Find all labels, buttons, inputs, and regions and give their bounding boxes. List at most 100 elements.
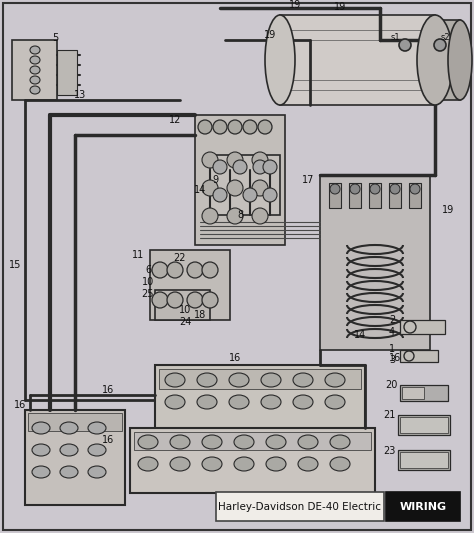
Bar (369, 183, 381, 208)
Ellipse shape (197, 395, 217, 409)
Ellipse shape (253, 160, 267, 174)
Ellipse shape (165, 373, 185, 387)
Ellipse shape (263, 188, 277, 202)
Ellipse shape (298, 457, 318, 471)
Text: 1: 1 (389, 344, 395, 354)
Bar (400, 350, 438, 362)
Ellipse shape (213, 160, 227, 174)
Text: 16: 16 (229, 353, 241, 363)
Ellipse shape (167, 292, 183, 308)
Ellipse shape (88, 444, 106, 456)
Ellipse shape (234, 457, 254, 471)
Ellipse shape (32, 444, 50, 456)
Ellipse shape (370, 184, 380, 194)
Ellipse shape (60, 466, 78, 478)
Text: 16: 16 (102, 435, 114, 445)
Text: 16: 16 (389, 353, 401, 363)
Text: 4: 4 (389, 327, 395, 337)
Bar (155, 290, 210, 320)
Text: 5: 5 (52, 33, 58, 43)
Ellipse shape (88, 422, 106, 434)
Ellipse shape (60, 422, 78, 434)
Ellipse shape (261, 373, 281, 387)
Ellipse shape (60, 444, 78, 456)
Text: 8: 8 (237, 210, 243, 220)
Ellipse shape (138, 457, 158, 471)
Text: 19: 19 (264, 30, 276, 40)
Text: 14: 14 (354, 330, 366, 340)
Ellipse shape (213, 120, 227, 134)
Bar (402, 387, 424, 399)
Bar (28, 413, 122, 431)
Bar (400, 320, 445, 334)
Bar (130, 428, 375, 493)
Ellipse shape (252, 180, 268, 196)
Text: 11: 11 (132, 250, 144, 260)
Ellipse shape (167, 262, 183, 278)
Text: 21: 21 (383, 410, 395, 420)
Text: 16: 16 (102, 385, 114, 395)
Ellipse shape (417, 15, 453, 105)
Ellipse shape (170, 435, 190, 449)
Text: 19: 19 (289, 0, 301, 10)
Ellipse shape (233, 160, 247, 174)
Text: 3: 3 (389, 355, 395, 365)
Bar (12, 40, 57, 100)
Ellipse shape (399, 39, 411, 51)
Text: 6: 6 (145, 265, 151, 275)
Ellipse shape (229, 373, 249, 387)
Ellipse shape (30, 66, 40, 74)
Ellipse shape (261, 395, 281, 409)
Ellipse shape (202, 435, 222, 449)
Bar (435, 20, 460, 100)
Ellipse shape (88, 466, 106, 478)
Ellipse shape (252, 152, 268, 168)
Bar (280, 15, 435, 105)
Ellipse shape (187, 262, 203, 278)
Bar (329, 183, 341, 208)
Ellipse shape (410, 184, 420, 194)
Bar (386, 492, 460, 521)
Ellipse shape (263, 160, 277, 174)
Ellipse shape (197, 373, 217, 387)
Bar (349, 183, 361, 208)
Text: s1: s1 (390, 33, 400, 42)
Ellipse shape (202, 208, 218, 224)
Ellipse shape (32, 466, 50, 478)
Text: 19: 19 (334, 2, 346, 12)
Ellipse shape (165, 395, 185, 409)
Ellipse shape (234, 435, 254, 449)
Text: 17: 17 (302, 175, 314, 185)
Text: 20: 20 (385, 380, 397, 390)
Ellipse shape (298, 435, 318, 449)
Text: WIRING: WIRING (400, 502, 447, 512)
Ellipse shape (202, 262, 218, 278)
Ellipse shape (330, 457, 350, 471)
Bar (320, 175, 430, 350)
Ellipse shape (227, 152, 243, 168)
Ellipse shape (325, 373, 345, 387)
Ellipse shape (152, 292, 168, 308)
Ellipse shape (293, 395, 313, 409)
Ellipse shape (202, 457, 222, 471)
Ellipse shape (30, 46, 40, 54)
Bar (195, 115, 285, 245)
Bar (409, 183, 421, 208)
Text: 12: 12 (169, 115, 181, 125)
Text: 16: 16 (14, 400, 26, 410)
Ellipse shape (198, 120, 212, 134)
Bar (210, 155, 280, 215)
Text: 24: 24 (179, 317, 191, 327)
Ellipse shape (152, 262, 168, 278)
Ellipse shape (325, 395, 345, 409)
Text: 22: 22 (174, 253, 186, 263)
Ellipse shape (202, 152, 218, 168)
Bar (400, 417, 448, 433)
Ellipse shape (227, 180, 243, 196)
Ellipse shape (30, 56, 40, 64)
Bar (159, 369, 361, 389)
Text: 10: 10 (179, 305, 191, 315)
Ellipse shape (434, 39, 446, 51)
Ellipse shape (243, 188, 257, 202)
Ellipse shape (228, 120, 242, 134)
